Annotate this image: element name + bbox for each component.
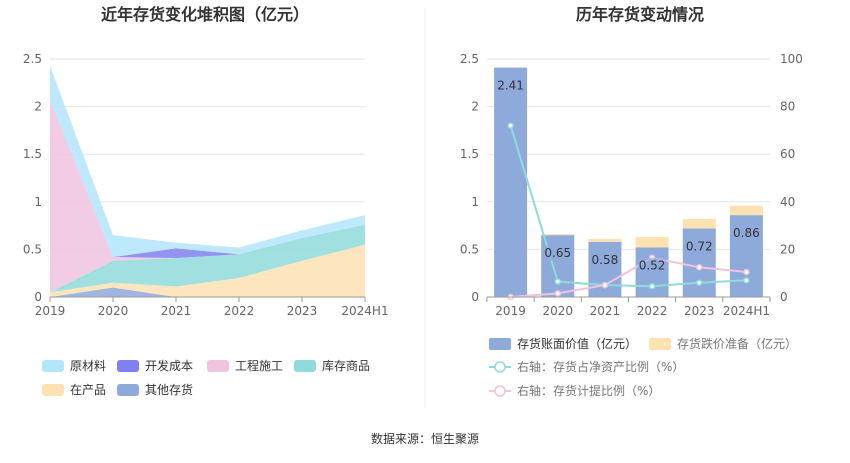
line-point-1	[743, 268, 750, 276]
bar-label-bg	[638, 257, 667, 274]
line-point-1	[601, 281, 609, 289]
bar-data-label: 2.41	[497, 79, 524, 93]
legend-label: 右轴：存货占净资产比例（%）	[517, 359, 684, 374]
legend-swatch	[42, 384, 64, 396]
right-y-tick: 0.5	[460, 242, 479, 256]
stacked-area-chart: 近年存货变化堆积图（亿元） 0 0.5 1 1.5 2 2.5 2019 2020 2021 20…	[23, 5, 389, 397]
left-chart-title: 近年存货变化堆积图（亿元）	[101, 5, 309, 24]
legend-swatch	[207, 360, 229, 372]
legend-swatch	[294, 360, 316, 372]
right-y-tick: 1.5	[460, 147, 479, 161]
bar-book-value	[588, 241, 622, 297]
legend-label: 存货账面价值（亿元）	[517, 336, 637, 351]
line-point-0	[554, 278, 561, 285]
bar-data-label: 0.72	[686, 239, 713, 253]
legend-label: 工程施工	[235, 358, 283, 373]
left-y-tick: 0.5	[23, 242, 42, 256]
left-x-tick: 2024H1	[341, 304, 388, 318]
right-y2-tick: 40	[780, 195, 795, 209]
legend-label: 其他存货	[145, 382, 193, 397]
right-chart-title: 历年存货变动情况	[576, 5, 704, 24]
left-x-tick: 2022	[224, 304, 255, 318]
legend-swatch	[117, 384, 139, 396]
right-y2-tick: 80	[780, 100, 795, 114]
line-point-0	[648, 283, 656, 290]
area-series-3	[50, 99, 365, 293]
bar-impairment	[588, 238, 622, 242]
bar-label-bg	[685, 238, 714, 255]
line-point-0	[507, 122, 514, 129]
left-y-tick: 2.5	[23, 52, 42, 66]
legend-swatch	[117, 360, 139, 372]
left-y-tick: 0	[34, 290, 42, 304]
right-legend: 存货账面价值（亿元） 存货跌价准备（亿元） 右轴：存货占净资产比例（%） 右轴：存货计…	[489, 336, 797, 398]
right-bar-labels: 2.41 0.65 0.58 0.52 0.72 0.86	[496, 77, 761, 274]
line-point-1	[554, 290, 561, 297]
bar-data-label: 0.86	[733, 226, 760, 240]
right-axis: 0 0.5 1 1.5 2 2.5 0 20 40 60 80 100 2019 2020 2021 2022…	[460, 52, 803, 318]
legend-label: 右轴：存货计提比例（%）	[517, 383, 660, 398]
legend-label: 库存商品	[322, 358, 370, 373]
line-point-0	[743, 277, 750, 284]
bar-data-label: 0.58	[592, 253, 619, 267]
bar-impairment	[635, 237, 669, 248]
line-point-1	[696, 264, 703, 271]
bar-label-bg	[543, 245, 572, 262]
bar-label-bg	[590, 251, 619, 268]
bar-data-label: 0.52	[639, 258, 666, 272]
left-axis: 0 0.5 1 1.5 2 2.5 2019 2020 2021 2022 2023 2024H1	[23, 52, 389, 318]
legend-marker	[494, 361, 506, 373]
right-x-tick: 2020	[542, 304, 573, 318]
right-y2-tick: 20	[780, 242, 795, 256]
right-y2-tick: 0	[780, 290, 788, 304]
right-x-tick: 2024H1	[723, 304, 770, 318]
left-x-tick: 2023	[287, 304, 318, 318]
bar-label-bg	[732, 225, 761, 242]
right-y2-tick: 100	[780, 52, 803, 66]
left-areas	[50, 65, 365, 297]
line-point-0	[696, 279, 703, 286]
bar-data-label: 0.65	[544, 246, 571, 260]
area-series-2	[50, 224, 365, 293]
bar-impairment	[682, 218, 716, 229]
right-grid	[487, 58, 770, 250]
bar-impairment	[729, 205, 763, 216]
right-y-tick: 1	[471, 195, 479, 209]
data-source: 数据来源：恒生聚源	[371, 431, 479, 446]
bar-label-bg	[496, 77, 525, 94]
bar-book-value	[494, 67, 528, 298]
legend-swatch	[649, 338, 671, 350]
legend-label: 开发成本	[145, 358, 193, 373]
right-y-tick: 0	[471, 290, 479, 304]
right-y-tick: 2	[471, 100, 479, 114]
left-y-tick: 1	[34, 195, 42, 209]
right-x-tick: 2019	[495, 304, 526, 318]
left-y-tick: 2	[34, 100, 42, 114]
legend-swatch	[489, 338, 511, 350]
right-y-tick: 2.5	[460, 52, 479, 66]
right-bars	[494, 67, 763, 298]
area-series-1	[50, 244, 365, 297]
legend-label: 存货跌价准备（亿元）	[677, 336, 797, 351]
legend-marker	[494, 385, 506, 397]
right-x-tick: 2022	[637, 304, 668, 318]
left-y-tick: 1.5	[23, 147, 42, 161]
legend-label: 在产品	[70, 383, 106, 397]
bar-line-chart: 历年存货变动情况 2.41 0.65 0.58 0.52 0.72 0.86 0 0.5 1 1…	[460, 5, 803, 398]
bar-impairment	[541, 234, 575, 236]
legend-swatch	[42, 360, 64, 372]
left-x-tick: 2019	[35, 304, 66, 318]
right-x-tick: 2023	[684, 304, 715, 318]
right-x-tick: 2021	[590, 304, 621, 318]
right-y2-tick: 60	[780, 147, 795, 161]
left-x-tick: 2020	[98, 304, 129, 318]
left-x-tick: 2021	[161, 304, 192, 318]
legend-label: 原材料	[70, 359, 106, 373]
line-series-1	[510, 256, 747, 298]
